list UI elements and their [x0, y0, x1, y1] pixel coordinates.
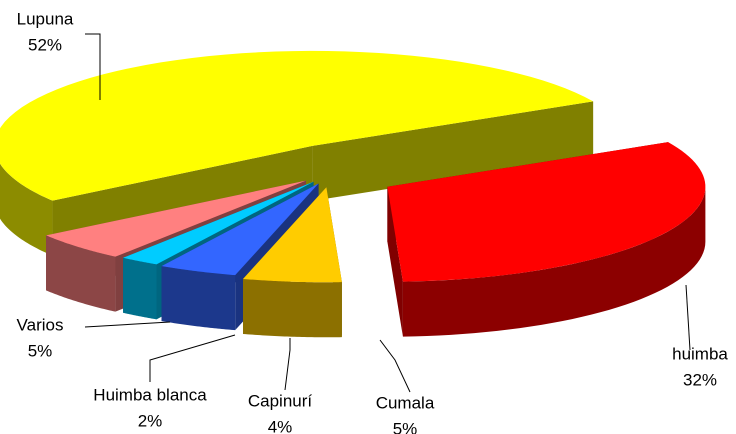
slice-label: Huimba blanca — [93, 385, 207, 404]
leader-line — [379, 339, 411, 393]
slice-top — [242, 187, 342, 283]
slice-top — [123, 181, 314, 265]
slice-side — [242, 278, 342, 338]
slice-side — [0, 163, 53, 256]
slice-label: huimba — [672, 344, 728, 363]
slice-value-label: 5% — [28, 341, 53, 360]
slice-top — [0, 50, 594, 201]
slice-top — [387, 142, 706, 282]
leader-line — [685, 284, 691, 351]
slice-wall — [387, 186, 403, 337]
leader-line — [84, 321, 171, 328]
slice-side — [161, 266, 236, 331]
slice-value-label: 5% — [393, 419, 418, 434]
leader-line — [149, 334, 236, 382]
slice-label: Lupuna — [17, 9, 74, 28]
slice-value-label: 52% — [28, 35, 62, 54]
slice-side — [123, 257, 157, 320]
slice-label: Cumala — [376, 393, 435, 412]
slice-top — [161, 183, 319, 276]
slice — [387, 142, 706, 337]
slice-label: Varios — [17, 315, 64, 334]
slice-value-label: 2% — [138, 411, 163, 430]
slice-value-label: 4% — [268, 417, 293, 434]
leader-line — [85, 33, 101, 100]
slice — [242, 187, 342, 338]
slice-wall — [312, 101, 594, 201]
slice-side — [46, 235, 116, 312]
slice-label: Capinurí — [248, 391, 313, 410]
slice-value-label: 32% — [683, 370, 717, 389]
slice-top — [46, 180, 306, 257]
leader-line — [284, 338, 291, 391]
slice-side — [402, 186, 706, 337]
